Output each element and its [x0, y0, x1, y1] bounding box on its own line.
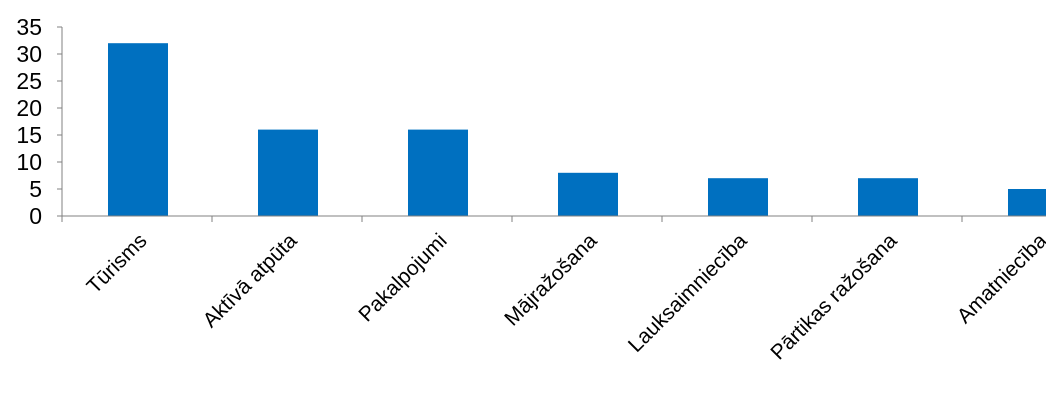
x-category-label: Pārtikas ražošana [766, 229, 901, 364]
y-tick-label: 15 [16, 122, 42, 148]
y-tick-label: 5 [29, 176, 42, 202]
bar [858, 178, 918, 216]
x-axis: Tūrisms Aktīvā atpūta Pakalpojumi Mājražoša… [61, 215, 1046, 364]
y-tick-label: 30 [16, 41, 42, 67]
y-tick-label: 20 [16, 95, 42, 121]
bar [1008, 189, 1046, 216]
y-tick-label: 10 [16, 149, 42, 175]
x-category-label: Mājražošana [500, 229, 602, 331]
bar [708, 178, 768, 216]
x-category-label: Aktīvā atpūta [199, 229, 302, 332]
y-tick-label: 35 [16, 14, 42, 40]
bar [108, 43, 168, 217]
bar [408, 129, 468, 216]
y-tick-label: 25 [16, 68, 42, 94]
x-category-label: Pakalpojumi [354, 229, 451, 326]
x-category-label: Tūrisms [82, 229, 151, 298]
x-category-label: Lauksaimniecība [624, 229, 752, 357]
bar [558, 172, 618, 216]
x-category-label: Amatniecība [953, 229, 1046, 328]
bars [108, 43, 1046, 217]
y-tick-label: 0 [29, 203, 42, 229]
bar [258, 129, 318, 216]
